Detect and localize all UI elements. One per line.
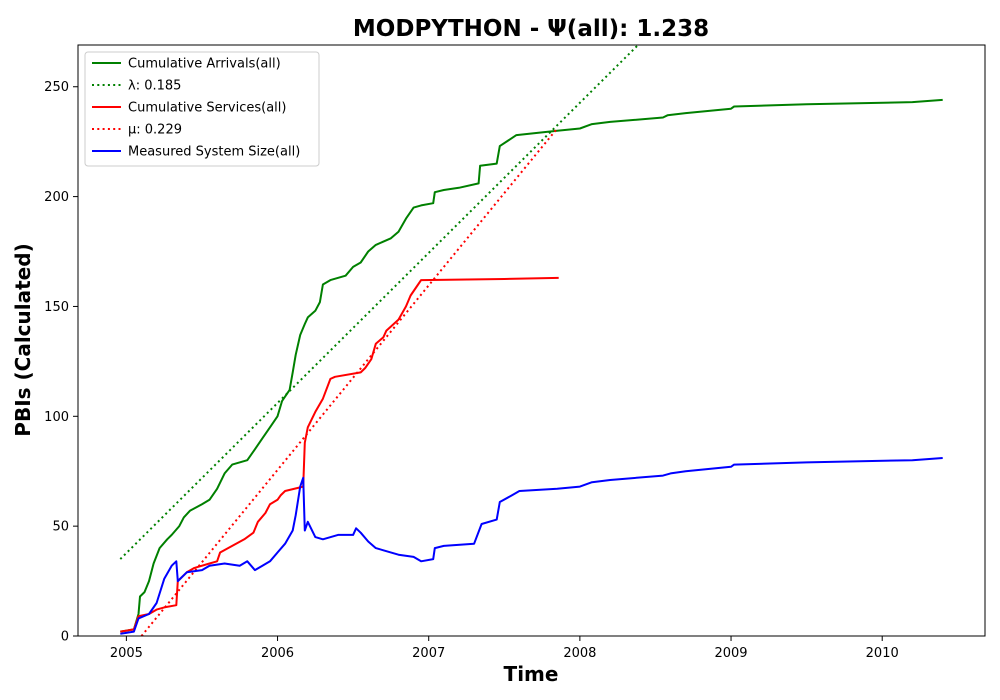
y-tick-label: 200: [44, 190, 69, 205]
x-tick-label: 2005: [110, 646, 143, 661]
y-axis-title: PBIs (Calculated): [11, 243, 35, 436]
series-line-4: [140, 127, 558, 636]
x-axis-title: Time: [504, 662, 559, 686]
y-tick-label: 250: [44, 80, 69, 95]
series-line-3: [120, 276, 559, 633]
series-line-2: [119, 45, 640, 560]
series-layer: [119, 45, 943, 636]
y-tick-label: 0: [61, 630, 69, 645]
plot-area: [77, 44, 986, 637]
plot-frame: [77, 44, 986, 637]
y-tick-label: 50: [52, 520, 69, 535]
legend-label-4: μ: 0.229: [128, 123, 182, 138]
x-tick-label: 2007: [412, 646, 445, 661]
legend-label-5: Measured System Size(all): [128, 145, 300, 160]
x-axis: 2005 2006 2007 2008 2009 2010: [110, 636, 899, 661]
y-tick-label: 100: [44, 410, 69, 425]
legend-label-2: λ: 0.185: [128, 79, 181, 94]
series-line-5: [120, 457, 943, 635]
x-tick-label: 2006: [261, 646, 294, 661]
legend-label-1: Cumulative Arrivals(all): [128, 57, 281, 72]
x-tick-label: 2010: [866, 646, 899, 661]
y-axis: 0 50 100 150 200 250: [44, 80, 78, 645]
legend-label-3: Cumulative Services(all): [128, 101, 286, 116]
chart-title: MODPYTHON - Ψ(all): 1.238: [353, 16, 709, 42]
x-tick-label: 2008: [563, 646, 596, 661]
legend: Cumulative Arrivals(all) λ: 0.185 Cumulati…: [84, 51, 320, 167]
series-line-1: [120, 98, 943, 633]
y-tick-label: 150: [44, 300, 69, 315]
x-tick-label: 2009: [714, 646, 747, 661]
legend-box: [84, 51, 320, 167]
